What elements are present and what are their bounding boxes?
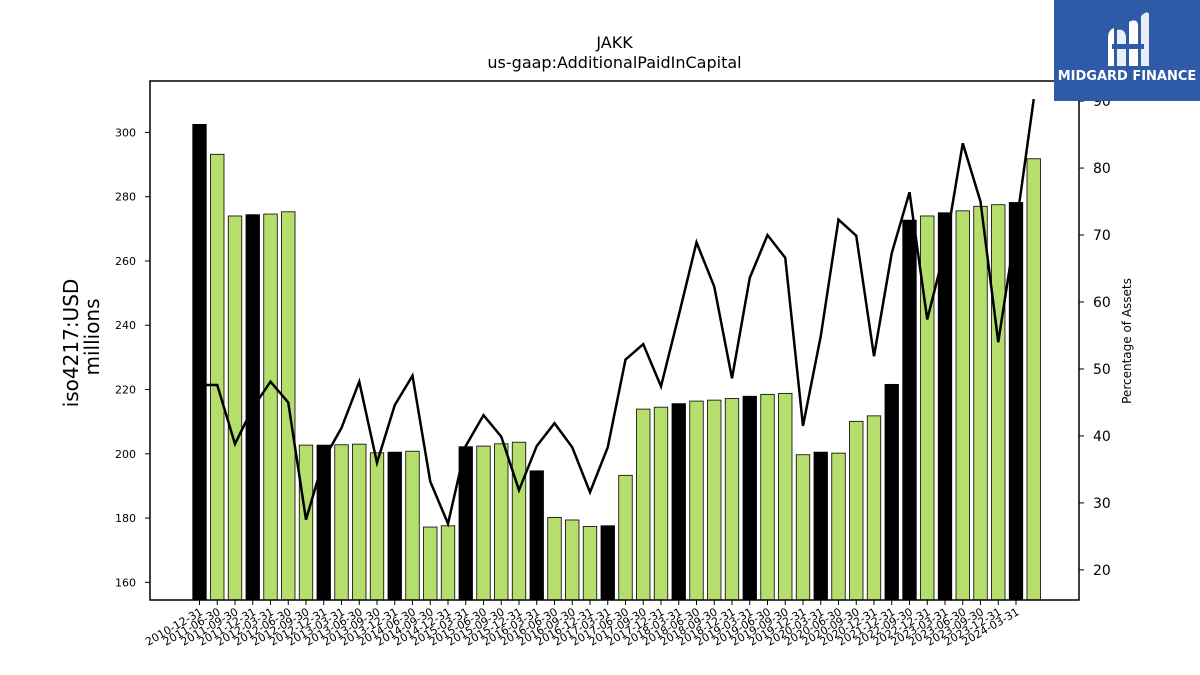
bar <box>387 451 402 601</box>
bar <box>973 205 988 601</box>
bar <box>991 204 1006 601</box>
bar <box>778 392 793 601</box>
bar <box>653 406 669 601</box>
bar <box>884 383 899 601</box>
bar <box>263 213 278 601</box>
bar <box>618 474 633 601</box>
bar <box>600 525 615 601</box>
bar <box>582 526 598 601</box>
plot-frame <box>149 80 1080 601</box>
bar <box>955 210 970 601</box>
bar <box>405 450 420 601</box>
bars-group <box>192 123 1041 601</box>
bar <box>689 400 704 601</box>
bar <box>760 393 775 601</box>
y2-tick-label: 40 <box>1093 429 1111 445</box>
y-tick-label: 200 <box>115 448 136 461</box>
chart-title: JAKK <box>595 33 633 52</box>
bar <box>529 470 544 601</box>
bar <box>476 445 491 601</box>
bar <box>1026 158 1041 601</box>
y-tick-label: 220 <box>115 384 136 397</box>
bar <box>298 444 314 601</box>
bar <box>724 398 740 601</box>
bar <box>813 451 828 601</box>
chart-subtitle: us-gaap:AdditionalPaidInCapital <box>487 53 741 72</box>
bar <box>636 408 651 601</box>
bar <box>866 415 882 601</box>
bar <box>440 525 456 601</box>
y-axis-label: iso4217:USD <box>59 279 83 408</box>
bar <box>511 441 527 601</box>
y2-axis-label: Percentage of Assets <box>1120 278 1134 404</box>
bar <box>334 444 349 601</box>
y-tick-label: 280 <box>115 191 136 204</box>
bar <box>831 452 846 601</box>
y2-tick-label: 60 <box>1093 295 1111 311</box>
y-tick-label: 300 <box>115 126 136 139</box>
bar <box>547 517 562 601</box>
left-y-axis: 160 180 200 220 240 260 280 300 <box>115 126 150 589</box>
bar <box>671 403 686 601</box>
y2-tick-label: 70 <box>1093 228 1111 244</box>
bar <box>227 215 243 601</box>
bar <box>210 153 225 601</box>
bar <box>707 399 722 601</box>
percentage-of-assets-line <box>199 98 1035 528</box>
y-tick-label: 160 <box>115 576 136 589</box>
y2-tick-label: 50 <box>1093 362 1111 378</box>
y-tick-label: 240 <box>115 319 136 332</box>
bar <box>369 452 385 601</box>
bar <box>316 444 331 601</box>
bar <box>423 526 438 601</box>
brand-logo-text: MIDGARD FINANCE <box>1057 69 1197 84</box>
bar <box>920 215 935 601</box>
y-axis-unit-label: millions <box>80 298 104 375</box>
bar <box>352 443 367 601</box>
bar <box>902 219 917 601</box>
bar <box>192 123 207 601</box>
bar <box>565 519 580 601</box>
midgard-logo-icon <box>1108 12 1149 67</box>
y2-tick-label: 80 <box>1093 161 1111 177</box>
y-tick-label: 260 <box>115 255 136 268</box>
y2-tick-label: 20 <box>1093 563 1111 579</box>
y-tick-label: 180 <box>115 512 136 525</box>
brand-logo: MIDGARD FINANCE <box>1054 0 1200 101</box>
bar <box>795 454 811 601</box>
percentage-line-group <box>199 98 1035 528</box>
x-axis: 2010-12-312011-06-302011-09-302011-12-31… <box>143 600 1022 649</box>
bar <box>742 395 757 601</box>
y2-tick-label: 30 <box>1093 496 1111 512</box>
bar <box>494 443 509 601</box>
bar <box>849 420 864 601</box>
